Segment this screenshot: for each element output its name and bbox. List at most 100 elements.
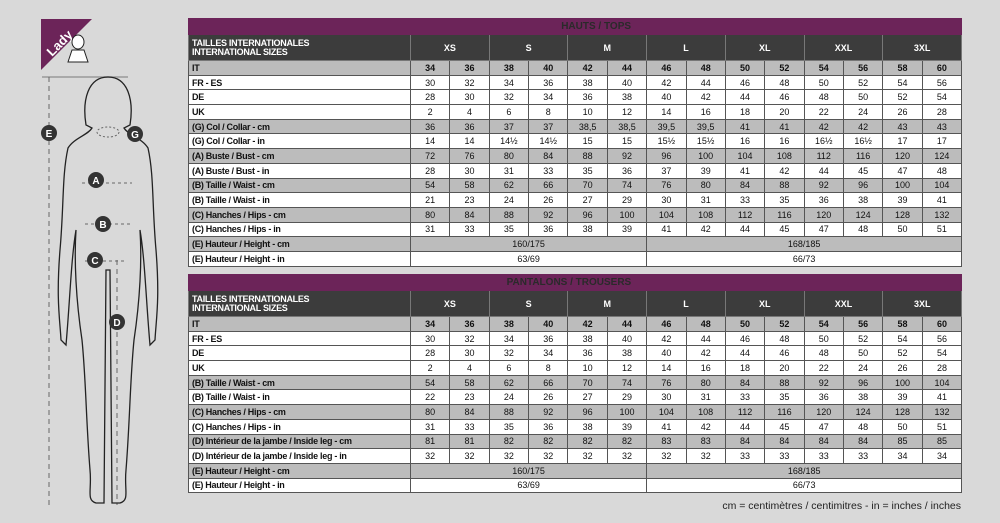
table-cell: 17	[882, 133, 923, 150]
table-cell: 38	[606, 345, 648, 362]
table-cell: 33	[449, 418, 490, 435]
table-row: (C) Hanches / Hips - cm 80 84 88 92 96 100 104 1…	[188, 206, 963, 223]
table-cell: 14½	[488, 133, 530, 150]
size-header-xl: XL	[724, 34, 805, 61]
table-cell: 8	[528, 360, 569, 376]
table-cell: 108	[685, 404, 726, 420]
table-cell: 16½	[842, 133, 884, 150]
table-cell: 72	[409, 148, 451, 164]
size-header-s: S	[488, 290, 569, 317]
table-cell: 80	[685, 177, 726, 194]
table-cell: 104	[646, 404, 687, 420]
table-cell: 39	[882, 389, 923, 406]
table-cell: 58	[882, 316, 923, 332]
table-cell: 34	[528, 345, 569, 362]
table-cell: 48	[764, 74, 805, 91]
table-cell: 60	[921, 60, 963, 76]
table-cell: 39	[882, 192, 923, 208]
row-label: (E) Hauteur / Height - cm	[188, 236, 411, 252]
table-cell: 17	[921, 133, 963, 150]
table-cell: 60	[921, 316, 963, 332]
row-label: (G) Col / Collar - in	[188, 133, 411, 150]
table-cell: 124	[921, 148, 963, 164]
tops-size-table: HAUTS / TOPS TAILLES INTERNATIONALES INTER…	[187, 18, 963, 267]
table-cell: 15	[567, 133, 608, 150]
table-cell: 38	[567, 330, 608, 347]
table-cell: 112	[724, 206, 766, 223]
table-cell: 82	[528, 433, 569, 450]
size-header-xxl: XXL	[803, 34, 884, 61]
table-row: IT 34 36 38 40 42 44 46 48 50 52 54 56 58 60	[188, 60, 963, 76]
table-cell: 45	[842, 162, 884, 179]
row-label: DE	[188, 345, 411, 362]
table-cell: 70	[567, 374, 608, 391]
table-cell: 83	[646, 433, 687, 450]
table-cell: 44	[724, 89, 766, 106]
row-label: (D) Intérieur de la jambe / Inside leg -…	[188, 448, 411, 464]
row-label: FR - ES	[188, 74, 411, 91]
table-cell: 36	[567, 345, 608, 362]
table-cell: 37	[646, 162, 687, 179]
table-cell: 44	[606, 60, 648, 76]
table-cell: 41	[646, 418, 687, 435]
table-cell: 20	[764, 360, 805, 376]
table-cell: 14	[646, 104, 687, 120]
row-label: (B) Taille / Waist - cm	[188, 374, 411, 391]
table-row: (C) Hanches / Hips - in 31 33 35 36 38 39 41 42 4…	[188, 221, 963, 238]
table-cell: 22	[803, 104, 844, 120]
table-cell: 54	[409, 177, 451, 194]
table-cell: 24	[842, 104, 884, 120]
height-range-cell: 168/185	[646, 462, 963, 479]
table-row: (C) Hanches / Hips - in 31 33 35 36 38 39 41 42 4…	[188, 418, 963, 435]
table-cell: 38,5	[567, 118, 608, 135]
table-cell: 84	[449, 404, 490, 420]
table-cell: 46	[764, 89, 805, 106]
table-cell: 36	[567, 89, 608, 106]
table-cell: 34	[921, 448, 963, 464]
table-cell: 132	[921, 404, 963, 420]
table-row: FR - ES 30 32 34 36 38 40 42 44 46 48 50 52 54 56	[188, 74, 963, 91]
table-cell: 48	[842, 418, 884, 435]
table-cell: 100	[882, 177, 923, 194]
table-cell: 88	[488, 404, 530, 420]
table-row: IT 34 36 38 40 42 44 46 48 50 52 54 56 58 60	[188, 316, 963, 332]
table-cell: 34	[488, 330, 530, 347]
table-cell: 31	[488, 162, 530, 179]
table-cell: 41	[646, 221, 687, 238]
table-cell: 112	[803, 148, 844, 164]
table-cell: 56	[842, 316, 884, 332]
table-cell: 42	[685, 89, 726, 106]
table-cell: 27	[567, 192, 608, 208]
table-cell: 92	[528, 206, 569, 223]
table-cell: 43	[921, 118, 963, 135]
table-cell: 31	[409, 221, 451, 238]
table-cell: 48	[842, 221, 884, 238]
table-cell: 58	[449, 374, 490, 391]
table-cell: 35	[488, 221, 530, 238]
table-cell: 32	[449, 448, 490, 464]
lady-badge	[41, 19, 92, 70]
svg-text:G: G	[131, 130, 139, 141]
row-label: (B) Taille / Waist - cm	[188, 177, 411, 194]
row-label: IT	[188, 316, 411, 332]
table-title-row: HAUTS / TOPS	[187, 18, 963, 35]
table-cell: 48	[803, 345, 844, 362]
table-row: (E) Hauteur / Height - in 63/69 66/73	[188, 477, 963, 494]
table-cell: 42	[764, 162, 805, 179]
table-cell: 43	[882, 118, 923, 135]
table-cell: 38	[488, 60, 530, 76]
table-cell: 50	[882, 418, 923, 435]
table-cell: 58	[449, 177, 490, 194]
row-label: UK	[188, 104, 411, 120]
table-cell: 42	[685, 345, 726, 362]
table-cell: 26	[528, 192, 569, 208]
header-label-line: INTERNATIONAL SIZES	[192, 302, 288, 313]
table-cell: 48	[685, 316, 726, 332]
size-header-xs: XS	[410, 290, 490, 317]
svg-text:C: C	[91, 256, 98, 267]
table-cell: 54	[803, 316, 844, 332]
table-cell: 104	[646, 206, 687, 223]
table-cell: 40	[528, 60, 569, 76]
table-cell: 120	[803, 206, 844, 223]
table-cell: 128	[882, 404, 923, 420]
